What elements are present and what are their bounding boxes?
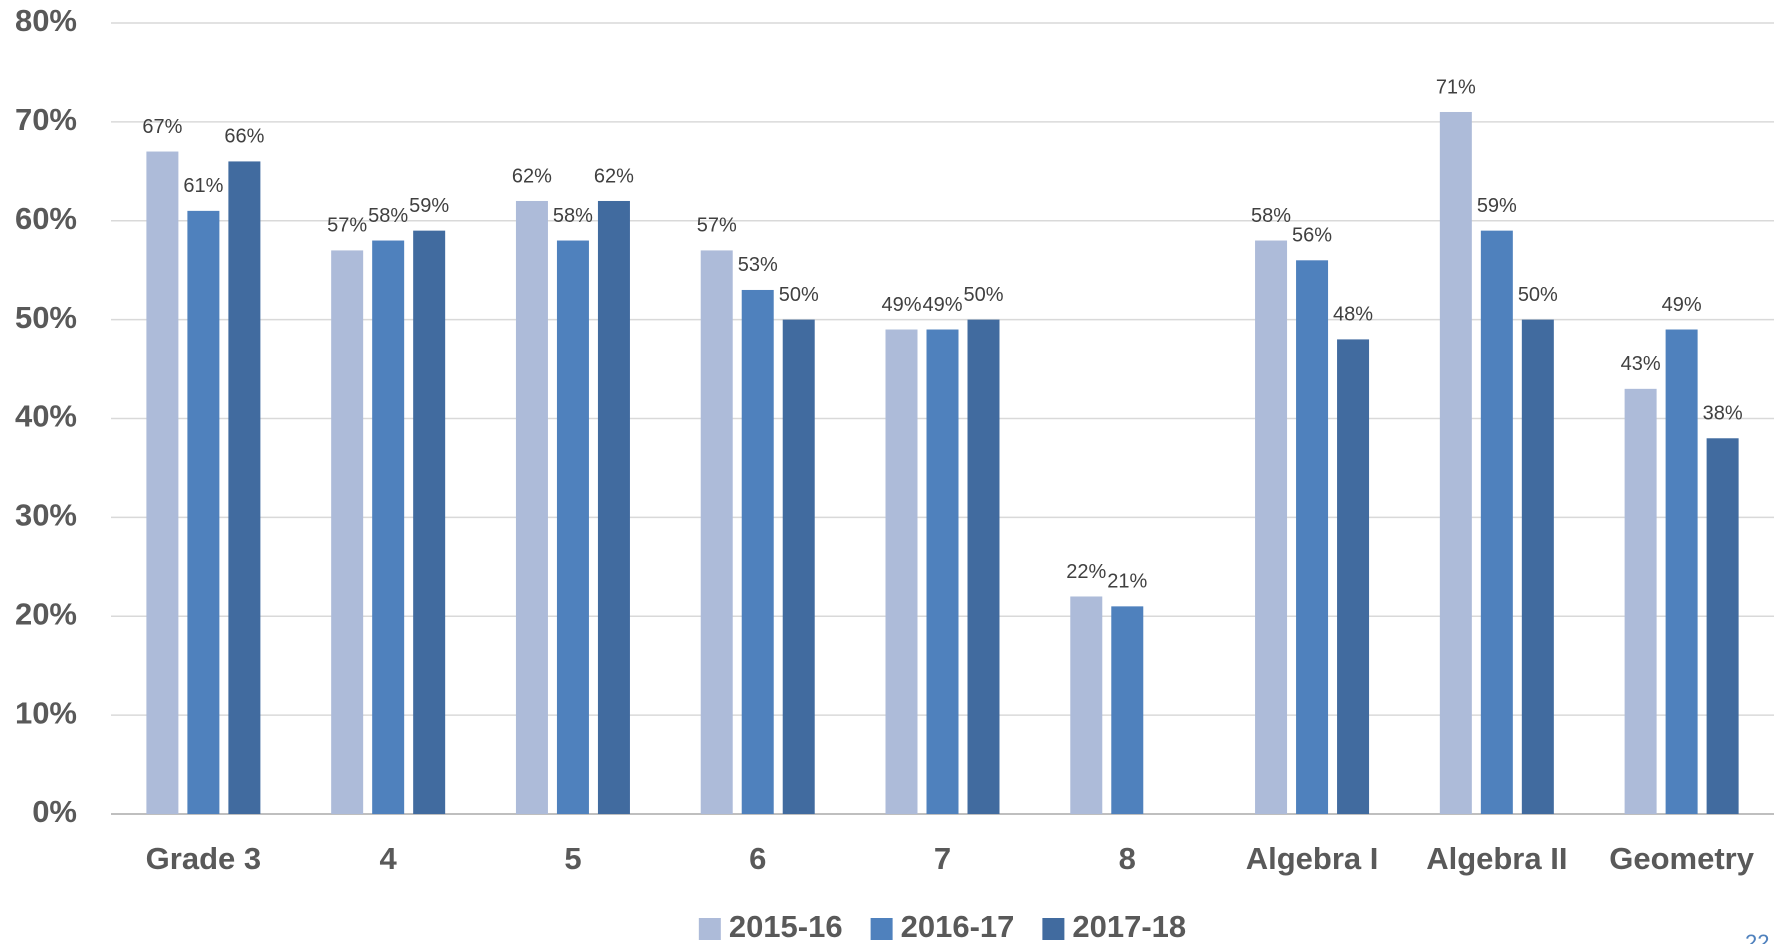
legend-swatch (870, 918, 893, 940)
data-label: 71% (1436, 76, 1476, 98)
bar (1665, 329, 1698, 814)
bar (1439, 111, 1472, 815)
data-label: 62% (512, 165, 552, 187)
data-label: 48% (1333, 304, 1373, 326)
bar (1337, 339, 1370, 814)
bar (228, 161, 261, 815)
y-tick-label: 80% (15, 3, 77, 38)
data-label: 50% (963, 284, 1003, 306)
data-label: 58% (553, 205, 593, 227)
x-tick-label: Grade 3 (146, 841, 261, 876)
bar (926, 329, 959, 814)
bar (413, 230, 446, 814)
x-tick-label: Algebra II (1426, 841, 1567, 876)
bar (515, 200, 548, 815)
bar (1255, 240, 1288, 814)
data-label: 21% (1107, 571, 1147, 593)
data-label: 61% (183, 175, 223, 197)
bar (885, 329, 918, 814)
x-tick-label: Algebra I (1246, 841, 1379, 876)
bar (1624, 388, 1657, 814)
bar (741, 289, 774, 814)
bar (1480, 230, 1513, 814)
page-number: 22 (1745, 930, 1769, 944)
bar (372, 240, 405, 814)
data-label: 59% (1477, 195, 1517, 217)
legend-label: 2016-17 (901, 909, 1015, 944)
bar (187, 210, 220, 815)
data-label: 56% (1292, 225, 1332, 247)
data-label: 58% (368, 205, 408, 227)
data-label: 50% (1518, 284, 1558, 306)
y-tick-label: 60% (15, 201, 77, 236)
y-tick-label: 10% (15, 695, 77, 730)
bar (331, 250, 364, 815)
x-tick-label: 6 (749, 841, 766, 876)
bar (1070, 596, 1103, 814)
x-tick-label: 8 (1119, 841, 1136, 876)
data-label: 66% (224, 126, 264, 148)
data-label: 49% (922, 294, 962, 316)
legend-swatch (698, 918, 721, 940)
x-tick-label: 5 (564, 841, 581, 876)
y-tick-label: 30% (15, 498, 77, 533)
bar (1706, 438, 1739, 814)
data-label: 49% (1662, 294, 1702, 316)
data-label: 57% (327, 215, 367, 237)
data-label: 58% (1251, 205, 1291, 227)
data-label: 62% (594, 165, 634, 187)
legend-label: 2015-16 (729, 909, 843, 944)
bar (556, 240, 589, 814)
data-label: 53% (738, 254, 778, 276)
bar (782, 319, 815, 814)
data-label: 49% (881, 294, 921, 316)
legend-swatch (1042, 918, 1065, 940)
data-label: 67% (142, 116, 182, 138)
x-tick-label: 7 (934, 841, 951, 876)
bar (1521, 319, 1554, 814)
y-tick-label: 50% (15, 300, 77, 335)
bar (967, 319, 1000, 814)
y-tick-label: 0% (32, 794, 77, 829)
data-label: 38% (1703, 403, 1743, 425)
legend-label: 2017-18 (1072, 909, 1186, 944)
bar (1111, 606, 1144, 814)
bar (146, 151, 179, 815)
y-tick-label: 40% (15, 399, 77, 434)
bar (597, 200, 630, 815)
x-tick-label: 4 (380, 841, 398, 876)
x-tick-label: Geometry (1609, 841, 1754, 876)
bar (700, 250, 733, 815)
data-label: 22% (1066, 561, 1106, 583)
y-tick-label: 20% (15, 596, 77, 631)
bar (1296, 260, 1329, 814)
data-label: 50% (779, 284, 819, 306)
data-label: 43% (1621, 353, 1661, 375)
y-tick-label: 70% (15, 102, 77, 137)
data-label: 59% (409, 195, 449, 217)
data-label: 57% (697, 215, 737, 237)
